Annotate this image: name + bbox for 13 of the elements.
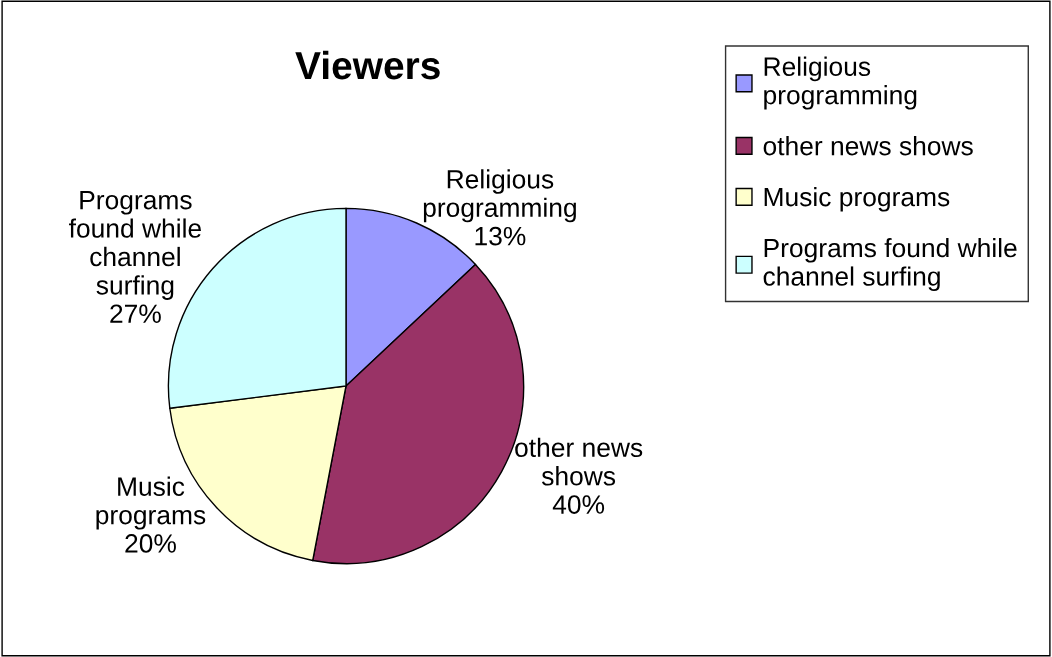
data-label: 40% [552, 495, 605, 514]
slice-label: other news shows [515, 437, 643, 486]
data-label: 13% [475, 226, 526, 246]
legend-label: Religious programming [764, 56, 917, 110]
slice-label: Music programs [96, 476, 206, 530]
legend-label: Music programs [764, 187, 950, 212]
data-label: 27% [110, 304, 161, 323]
data-label: 20% [125, 534, 176, 553]
slice-label: Programs found while channel surfing [69, 190, 201, 300]
chart-title: Viewers [295, 50, 440, 80]
slice-label: Religious programming [423, 169, 576, 223]
legend-label: Programs found while channel surfing [763, 237, 1017, 292]
legend-label: other news shows [763, 136, 973, 156]
